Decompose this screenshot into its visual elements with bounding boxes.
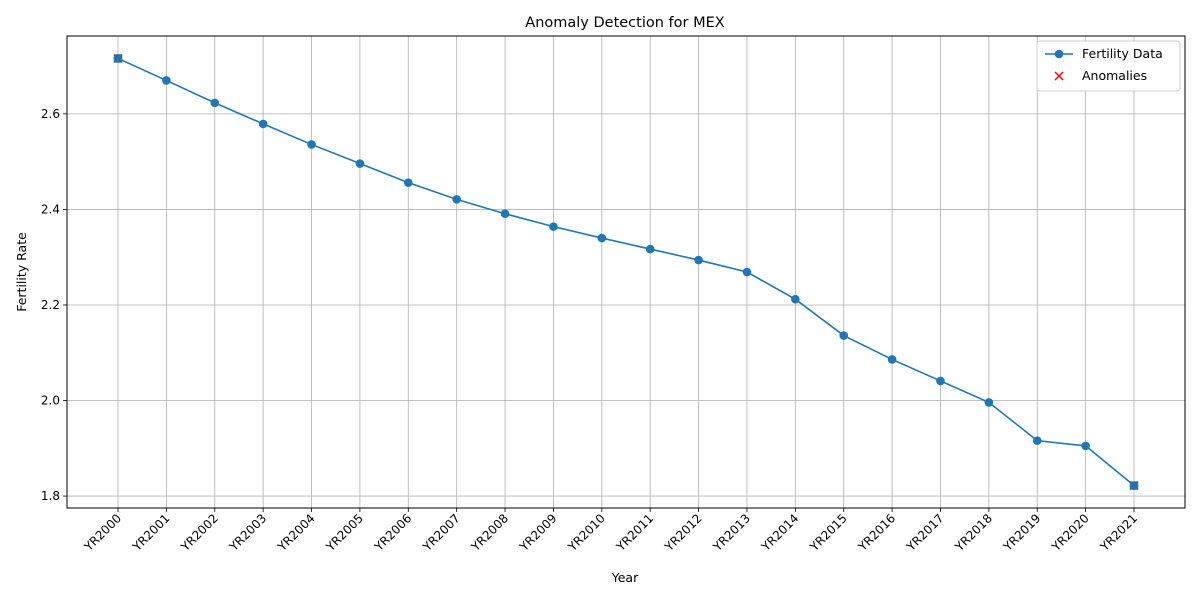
x-tick-label: YR2011 [613,511,656,554]
anomaly-overlap-marker [1129,481,1139,490]
data-point [500,209,510,219]
data-point [791,294,800,304]
x-ticks: YR2000 YR2001 YR2002 YR2003 YR2004 YR2005 YR20… [81,508,1140,555]
grid-lines [67,36,1185,508]
data-point [307,140,316,149]
data-point [1081,441,1090,451]
x-tick-label: YR2008 [468,511,511,554]
y-tick-label: 2.4 [41,202,60,216]
data-point [403,178,413,187]
x-tick-label: YR2007 [419,511,462,554]
data-point [936,376,945,386]
x-tick-label: YR2016 [855,511,898,554]
x-tick-label: YR2020 [1048,511,1091,554]
data-point [742,267,752,277]
data-point [162,76,171,85]
y-axis-label: Fertility Rate [14,232,29,312]
legend: Fertility Data Anomalies [1036,40,1181,92]
legend-label: Fertility Data [1082,46,1163,61]
data-point [1032,436,1042,445]
data-point [549,222,558,231]
x-tick-label: YR2005 [323,511,366,554]
data-point [839,331,849,340]
data-point [210,98,220,108]
x-tick-label: YR2003 [226,511,269,554]
y-ticks: 1.8 2.0 2.2 2.4 2.6 [41,107,67,503]
series-line [117,57,1135,487]
legend-label: Anomalies [1082,68,1147,83]
x-tick-label: YR2006 [371,511,414,554]
data-point [887,355,897,364]
y-tick-label: 1.8 [41,489,60,503]
x-tick-label: YR2019 [1000,511,1043,554]
legend-marker-swatch [1054,49,1064,59]
data-point [258,119,268,129]
anomaly-marker [1129,481,1139,491]
x-tick-label: YR2010 [565,511,608,554]
data-point [355,159,365,168]
x-tick-label: YR2001 [129,511,172,554]
data-point [452,195,461,204]
y-tick-label: 2.2 [41,298,60,312]
series-layer [113,53,1139,491]
x-tick-label: YR2002 [178,511,221,554]
data-point [694,255,703,265]
data-point [597,233,607,243]
y-tick-label: 2.6 [41,107,60,121]
x-tick-label: YR2000 [81,511,124,554]
x-tick-label: YR2009 [516,511,559,554]
x-tick-label: YR2018 [952,511,995,554]
anomaly-overlap-marker [113,54,123,63]
y-tick-label: 2.0 [41,394,60,408]
x-tick-label: YR2012 [661,511,704,554]
x-tick-label: YR2004 [274,511,317,554]
axes-frame [66,35,1186,509]
x-tick-label: YR2014 [758,511,801,554]
anomaly-marker [113,53,123,63]
legend-anomaly-swatch [1054,71,1064,81]
data-point [984,398,994,407]
x-tick-label: YR2015 [807,511,850,554]
x-tick-label: YR2017 [903,511,946,554]
x-axis-label: Year [611,570,639,585]
x-tick-label: YR2021 [1097,511,1140,554]
data-point [645,244,655,254]
chart-title: Anomaly Detection for MEX [525,15,724,31]
x-tick-label: YR2013 [710,511,753,554]
